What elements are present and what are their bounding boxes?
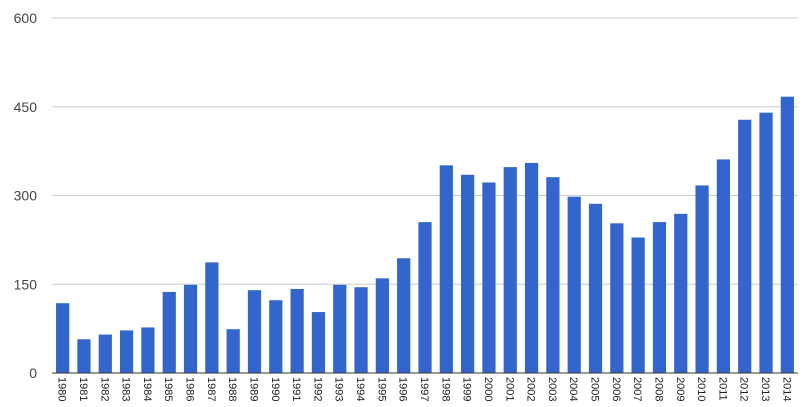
x-tick-label-1985: 1985 xyxy=(162,377,174,401)
x-tick-label-1986: 1986 xyxy=(184,377,196,401)
bar-1993 xyxy=(333,284,347,373)
x-tick-label-1982: 1982 xyxy=(98,377,110,401)
y-axis-tick-labels: 0 150 300 450 600 xyxy=(14,10,38,381)
x-tick-label-2004: 2004 xyxy=(567,377,579,401)
y-tick-label-0: 0 xyxy=(29,365,37,381)
bar-2003 xyxy=(546,177,560,373)
y-tick-label-600: 600 xyxy=(14,10,38,26)
x-tick-label-1996: 1996 xyxy=(397,377,409,401)
bar-1988 xyxy=(226,329,240,373)
x-tick-label-2014: 2014 xyxy=(780,377,792,401)
y-tick-label-450: 450 xyxy=(14,99,38,115)
bar-2013 xyxy=(759,112,773,374)
x-tick-label-1999: 1999 xyxy=(461,377,473,401)
bar-1984 xyxy=(141,327,155,373)
x-tick-label-2009: 2009 xyxy=(674,377,686,401)
y-tick-label-300: 300 xyxy=(14,188,38,204)
bar-2012 xyxy=(738,119,752,374)
bar-1985 xyxy=(162,291,176,373)
x-tick-label-2012: 2012 xyxy=(738,377,750,401)
bar-1981 xyxy=(77,339,91,373)
x-tick-label-2013: 2013 xyxy=(759,377,771,401)
x-tick-label-1995: 1995 xyxy=(375,377,387,401)
bar-2007 xyxy=(631,237,645,373)
bar-2008 xyxy=(652,222,667,373)
bar-1986 xyxy=(183,284,198,373)
bar-2014 xyxy=(780,96,794,374)
bar-1989 xyxy=(247,290,262,373)
bar-2005 xyxy=(588,203,603,373)
bar-2000 xyxy=(482,182,496,373)
x-tick-label-1998: 1998 xyxy=(439,377,451,401)
x-tick-label-2005: 2005 xyxy=(589,377,601,401)
bar-1995 xyxy=(375,278,389,373)
bar-1999 xyxy=(461,174,475,373)
x-axis-tick-labels: 1980 1981 1982 1983 1984 1985 1986 1987 1988 1989… xyxy=(56,377,793,401)
x-tick-label-1987: 1987 xyxy=(205,377,217,401)
x-tick-label-1984: 1984 xyxy=(141,377,153,401)
y-tick-label-150: 150 xyxy=(14,276,38,292)
x-tick-label-2003: 2003 xyxy=(546,377,558,401)
bar-1998 xyxy=(439,165,453,373)
x-tick-label-1988: 1988 xyxy=(226,377,238,401)
x-tick-label-1997: 1997 xyxy=(418,377,430,401)
bar-2011 xyxy=(716,159,731,373)
x-tick-label-1992: 1992 xyxy=(311,377,323,401)
bars xyxy=(56,96,794,374)
bar-2006 xyxy=(610,223,624,373)
x-tick-label-2010: 2010 xyxy=(695,377,707,401)
bar-2001 xyxy=(503,167,517,373)
bar-1996 xyxy=(397,258,411,373)
x-tick-label-1980: 1980 xyxy=(56,377,68,401)
x-tick-label-1983: 1983 xyxy=(120,377,132,401)
x-tick-label-1991: 1991 xyxy=(290,377,302,401)
bar-1980 xyxy=(56,303,70,373)
bar-1987 xyxy=(205,262,219,373)
x-tick-label-1989: 1989 xyxy=(247,377,259,401)
x-tick-label-2011: 2011 xyxy=(716,377,728,401)
x-tick-label-1981: 1981 xyxy=(77,377,89,401)
bar-1994 xyxy=(354,287,368,373)
x-tick-label-1990: 1990 xyxy=(269,377,281,401)
x-tick-label-1994: 1994 xyxy=(354,377,366,401)
bar-1990 xyxy=(269,300,283,373)
bar-1982 xyxy=(98,334,112,373)
bar-1983 xyxy=(119,330,134,373)
bar-1992 xyxy=(311,312,326,373)
x-tick-label-2008: 2008 xyxy=(652,377,664,401)
bar-2002 xyxy=(524,162,539,373)
bar-2009 xyxy=(674,213,688,373)
bar-2004 xyxy=(567,196,581,373)
bar-2010 xyxy=(695,185,709,373)
x-tick-label-2002: 2002 xyxy=(525,377,537,401)
x-tick-label-2006: 2006 xyxy=(610,377,622,401)
x-tick-label-2000: 2000 xyxy=(482,377,494,401)
x-tick-label-2001: 2001 xyxy=(503,377,515,401)
bar-1997 xyxy=(418,222,432,373)
bar-1991 xyxy=(290,288,304,373)
x-tick-label-1993: 1993 xyxy=(333,377,345,401)
x-tick-label-2007: 2007 xyxy=(631,377,643,401)
